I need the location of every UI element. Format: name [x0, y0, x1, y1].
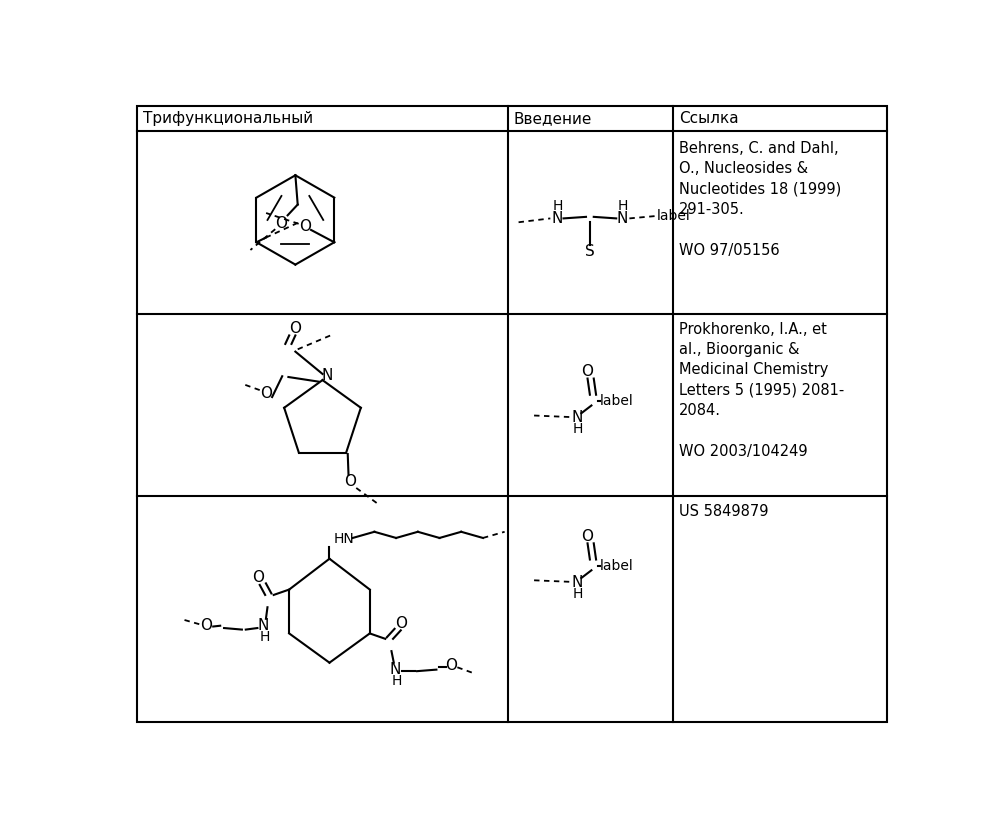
Text: Введение: Введение	[513, 111, 592, 126]
Text: H: H	[552, 199, 562, 213]
Text: O: O	[395, 616, 407, 631]
Text: O: O	[581, 364, 593, 379]
Text: US 5849879: US 5849879	[679, 504, 768, 519]
Text: O: O	[276, 215, 288, 230]
Text: N: N	[571, 410, 582, 425]
Text: N: N	[571, 575, 582, 590]
Text: O: O	[446, 658, 458, 673]
Text: H: H	[392, 674, 402, 688]
Text: Трифункциональный: Трифункциональный	[143, 111, 313, 126]
Text: Ссылка: Ссылка	[679, 111, 738, 126]
Text: label: label	[656, 209, 690, 223]
Text: S: S	[585, 244, 594, 259]
Text: N: N	[390, 662, 401, 677]
Text: N: N	[616, 211, 628, 226]
Text: O: O	[260, 386, 272, 400]
Text: H: H	[573, 423, 583, 437]
Text: N: N	[551, 211, 563, 226]
Text: O: O	[252, 571, 264, 586]
Text: N: N	[322, 368, 333, 383]
Text: Behrens, C. and Dahl,
O., Nucleosides &
Nucleotides 18 (1999)
291-305.

WO 97/05: Behrens, C. and Dahl, O., Nucleosides & …	[679, 141, 841, 258]
Text: O: O	[299, 219, 311, 234]
Text: O: O	[290, 321, 302, 336]
Text: H: H	[260, 631, 271, 645]
Text: H: H	[617, 199, 627, 213]
Text: O: O	[581, 529, 593, 544]
Text: O: O	[200, 618, 212, 633]
Text: label: label	[600, 394, 633, 408]
Text: O: O	[344, 474, 356, 489]
Text: HN: HN	[334, 532, 354, 546]
Text: N: N	[258, 618, 270, 633]
Text: H: H	[573, 587, 583, 601]
Text: label: label	[600, 559, 633, 572]
Text: Prokhorenko, I.A., et
al., Bioorganic &
Medicinal Chemistry
Letters 5 (1995) 208: Prokhorenko, I.A., et al., Bioorganic & …	[679, 322, 844, 459]
